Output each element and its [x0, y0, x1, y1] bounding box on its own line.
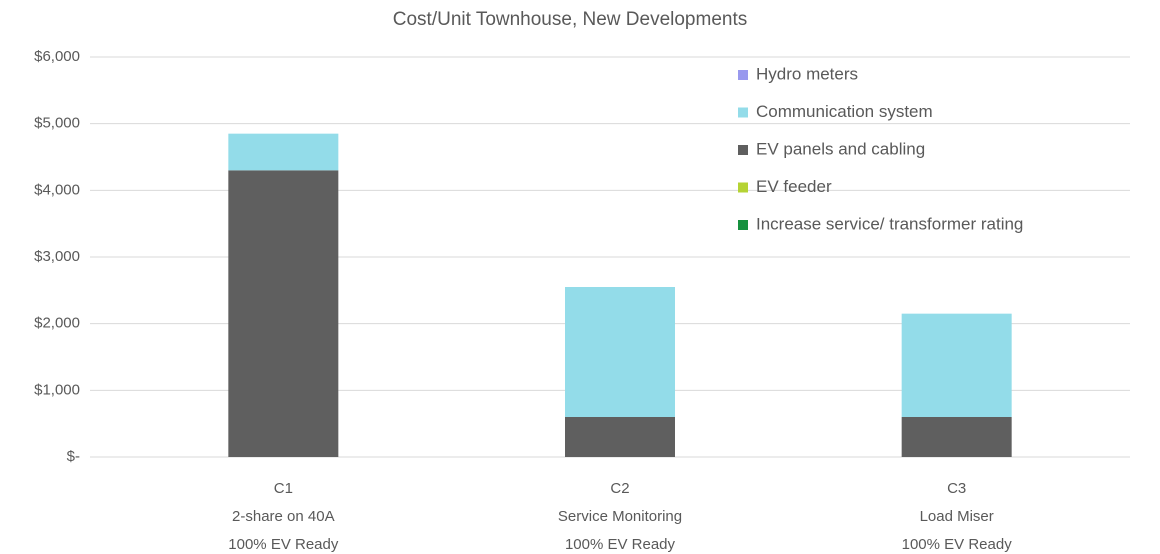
x-tick-label: 100% EV Ready [902, 536, 1013, 553]
legend-swatch [738, 182, 748, 193]
legend-label: EV feeder [756, 177, 832, 196]
legend-swatch [738, 220, 748, 230]
bar-segment [228, 133, 339, 171]
y-tick-label: $4,000 [34, 181, 80, 198]
x-tick-label: 2-share on 40A [232, 508, 335, 525]
x-tick-label: 100% EV Ready [228, 536, 339, 553]
x-tick-label: Load Miser [920, 508, 994, 525]
y-tick-label: $- [67, 448, 80, 465]
x-tick-label: C3 [947, 480, 966, 497]
legend-swatch [738, 70, 748, 80]
legend-swatch [738, 145, 748, 155]
bar-segment [228, 170, 339, 458]
legend-swatch [738, 107, 748, 118]
legend-label: Communication system [756, 102, 933, 121]
y-tick-label: $6,000 [34, 48, 80, 65]
legend-label: EV panels and cabling [756, 139, 925, 158]
y-tick-label: $5,000 [34, 115, 80, 132]
legend-label: Hydro meters [756, 64, 858, 83]
y-tick-label: $2,000 [34, 315, 80, 332]
legend-label: Increase service/ transformer rating [756, 214, 1023, 233]
x-tick-label: C1 [274, 480, 293, 497]
bar-segment [565, 287, 675, 417]
x-tick-label: C2 [610, 480, 629, 497]
x-tick-label: Service Monitoring [558, 508, 682, 525]
y-tick-label: $3,000 [34, 248, 80, 265]
x-tick-label: 100% EV Ready [565, 536, 676, 553]
chart-title: Cost/Unit Townhouse, New Developments [393, 9, 748, 30]
bar-segment [565, 417, 675, 457]
bar-segment [901, 417, 1012, 457]
y-tick-label: $1,000 [34, 381, 80, 398]
bar-segment [901, 313, 1012, 417]
